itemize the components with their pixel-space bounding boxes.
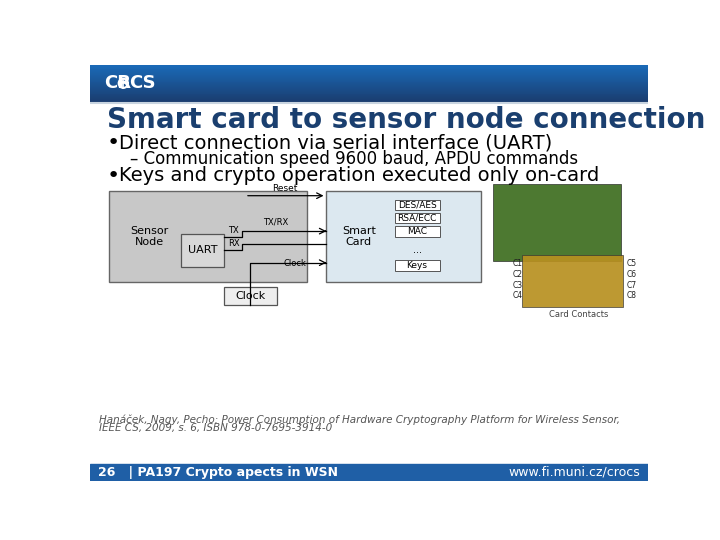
Bar	[90, 464, 648, 481]
Bar	[326, 191, 482, 282]
Bar	[90, 86, 648, 88]
Bar	[90, 79, 648, 80]
Text: Keys and crypto operation executed only on-card: Keys and crypto operation executed only …	[120, 166, 600, 185]
Text: C7: C7	[626, 280, 636, 289]
Bar	[90, 75, 648, 76]
Text: C1: C1	[513, 259, 523, 268]
Bar	[90, 73, 648, 74]
Bar	[90, 66, 648, 68]
Text: •: •	[107, 133, 120, 153]
Text: Sensor
Node: Sensor Node	[130, 226, 168, 247]
Bar	[90, 80, 648, 82]
Bar	[90, 64, 648, 66]
Text: •: •	[107, 166, 120, 186]
Bar	[523, 255, 624, 307]
Bar	[90, 76, 648, 77]
Bar	[90, 72, 648, 73]
Bar	[395, 226, 439, 237]
Bar	[493, 184, 621, 261]
Text: Smart
Card: Smart Card	[342, 226, 376, 247]
Text: RSA/ECC: RSA/ECC	[397, 213, 437, 222]
Bar	[90, 103, 648, 464]
Bar	[90, 65, 648, 66]
Text: C8: C8	[626, 291, 636, 300]
Bar	[90, 89, 648, 90]
Bar	[90, 77, 648, 78]
Text: C4: C4	[513, 291, 523, 300]
Bar	[90, 90, 648, 92]
Text: RX: RX	[228, 239, 240, 248]
Bar	[90, 85, 648, 86]
Bar	[109, 191, 307, 282]
Text: CR: CR	[104, 75, 131, 92]
Bar	[181, 234, 224, 267]
Bar	[90, 87, 648, 89]
Bar	[90, 71, 648, 72]
Text: C2: C2	[513, 270, 523, 279]
Bar	[90, 83, 648, 84]
Bar	[90, 99, 648, 100]
Bar	[90, 81, 648, 83]
Bar	[90, 92, 648, 93]
Bar	[90, 99, 648, 101]
Text: – Communication speed 9600 baud, APDU commands: – Communication speed 9600 baud, APDU co…	[130, 150, 578, 168]
Text: Clock: Clock	[284, 259, 307, 268]
Bar	[90, 98, 648, 99]
Text: TX: TX	[228, 226, 239, 235]
Bar	[90, 100, 648, 102]
Text: Keys: Keys	[407, 261, 428, 270]
Bar	[395, 260, 439, 271]
Text: C3: C3	[513, 280, 523, 289]
Bar	[90, 68, 648, 70]
Text: Card Contacts: Card Contacts	[549, 309, 608, 319]
Bar	[90, 73, 648, 75]
Bar	[90, 95, 648, 96]
Bar	[90, 91, 648, 92]
Bar	[90, 77, 648, 79]
Text: www.fi.muni.cz/crocs: www.fi.muni.cz/crocs	[508, 465, 640, 478]
Text: Hanáček, Nagy, Pecho: Power Consumption of Hardware Cryptography Platform for Wi: Hanáček, Nagy, Pecho: Power Consumption …	[99, 415, 621, 425]
Text: IEEE CS, 2009, s. 6, ISBN 978-0-7695-3914-0: IEEE CS, 2009, s. 6, ISBN 978-0-7695-391…	[99, 423, 333, 433]
Bar	[90, 82, 648, 83]
Bar	[395, 213, 439, 224]
Text: TX/RX: TX/RX	[264, 218, 289, 226]
Bar	[90, 78, 648, 79]
Bar	[90, 89, 648, 91]
Text: DES/AES: DES/AES	[397, 200, 436, 210]
Text: Reset: Reset	[273, 184, 298, 193]
Bar	[90, 69, 648, 70]
Text: Direct connection via serial interface (UART): Direct connection via serial interface (…	[120, 134, 553, 153]
Text: UART: UART	[188, 245, 217, 255]
Text: MAC: MAC	[407, 227, 427, 235]
Bar	[90, 97, 648, 98]
Bar	[395, 200, 439, 211]
Bar	[90, 96, 648, 97]
Text: C5: C5	[626, 259, 636, 268]
Bar	[90, 67, 648, 69]
Text: C6: C6	[626, 270, 636, 279]
Bar	[90, 94, 648, 95]
Text: ...: ...	[413, 245, 421, 254]
Text: 26   | PA197 Crypto apects in WSN: 26 | PA197 Crypto apects in WSN	[98, 465, 338, 478]
Bar	[90, 84, 648, 85]
Text: CS: CS	[129, 75, 156, 92]
Bar	[90, 93, 648, 94]
Bar	[90, 86, 648, 87]
Text: Clock: Clock	[235, 291, 266, 301]
Bar	[224, 287, 276, 305]
Text: Smart card to sensor node connection: Smart card to sensor node connection	[107, 106, 706, 134]
Bar	[90, 70, 648, 71]
